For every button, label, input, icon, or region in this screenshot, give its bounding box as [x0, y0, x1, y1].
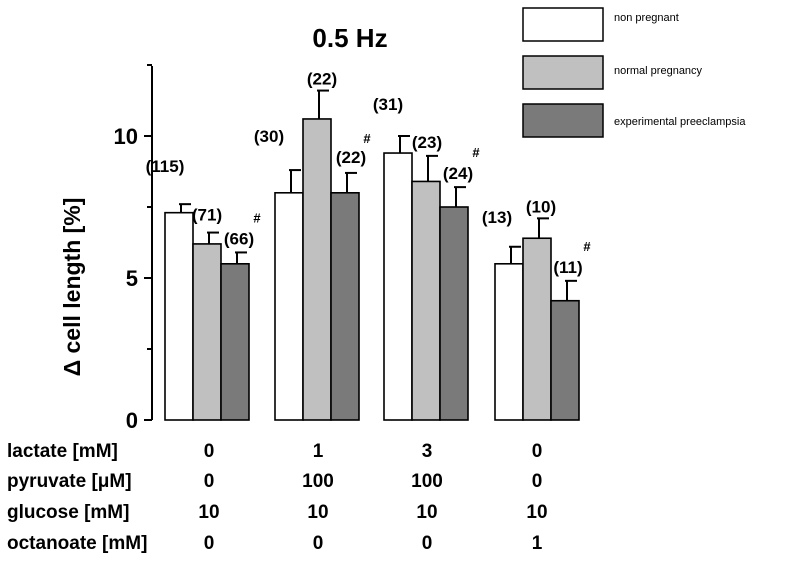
condition-value: 3 [422, 441, 433, 462]
significance-marker: # [253, 210, 261, 225]
significance-marker: # [472, 145, 480, 160]
bar-3-4 [550, 299, 580, 421]
y-tick-label: 0 [126, 408, 138, 433]
condition-value: 0 [532, 441, 543, 462]
bars-group: (115) (30) (31) (13) (71) (22) (23) (10) (66) # (2… [146, 70, 591, 421]
condition-label: lactate [mM] [7, 441, 118, 462]
condition-value: 10 [198, 502, 219, 523]
legend-label-3: experimental preeclampsia [614, 116, 746, 128]
condition-value: 10 [416, 502, 437, 523]
condition-value: 1 [532, 533, 543, 554]
condition-value: 0 [204, 441, 215, 462]
n-label: (13) [482, 208, 512, 227]
condition-value: 0 [422, 533, 433, 554]
condition-label: octanoate [mM] [7, 533, 147, 554]
legend: non pregnant normal pregnancy experimental… [522, 7, 746, 138]
significance-marker: # [583, 239, 591, 254]
bar-2-4 [522, 237, 552, 421]
condition-value: 0 [204, 533, 215, 554]
axes: 0 5 10 [114, 64, 153, 433]
condition-value: 100 [411, 471, 443, 492]
n-label: (10) [526, 197, 556, 216]
n-label: (23) [412, 133, 442, 152]
bar-3-3 [439, 206, 469, 421]
n-label: (30) [254, 127, 284, 146]
condition-label: glucose [mM] [7, 502, 129, 523]
y-tick-label: 5 [126, 266, 138, 291]
bar-1-3 [383, 152, 413, 421]
n-label: (66) [224, 229, 254, 248]
n-label: (24) [443, 164, 473, 183]
n-label: (71) [192, 206, 222, 225]
condition-value: 0 [532, 471, 543, 492]
bar-3-2 [330, 192, 360, 421]
n-label: (11) [553, 258, 582, 277]
condition-value: 1 [313, 441, 324, 462]
y-tick-label: 10 [114, 124, 138, 149]
n-label: (22) [307, 70, 337, 89]
n-label: (115) [146, 157, 185, 176]
bar-2-2 [302, 118, 332, 421]
legend-swatch-1 [522, 7, 604, 42]
bar-2-3 [411, 180, 441, 421]
condition-value: 0 [313, 533, 324, 554]
legend-label-2: normal pregnancy [614, 65, 703, 77]
legend-swatch-2 [522, 55, 604, 90]
legend-label-1: non pregnant [614, 12, 679, 24]
bar-1-4 [494, 262, 524, 421]
n-label: (31) [373, 95, 403, 114]
significance-marker: # [363, 131, 371, 146]
bar-1-2 [274, 192, 304, 421]
y-axis-label: Δ cell length [%] [59, 198, 85, 377]
legend-swatch-3 [522, 103, 604, 138]
condition-value: 0 [204, 471, 215, 492]
chart-title: 0.5 Hz [312, 23, 387, 53]
bar-3-1 [220, 262, 250, 421]
bar-1-1 [164, 211, 194, 421]
condition-value: 10 [526, 502, 547, 523]
bar-2-1 [192, 243, 222, 421]
n-label: (22) [336, 148, 366, 167]
condition-label: pyruvate [μM] [7, 471, 132, 492]
condition-value: 100 [302, 471, 334, 492]
condition-value: 10 [307, 502, 328, 523]
